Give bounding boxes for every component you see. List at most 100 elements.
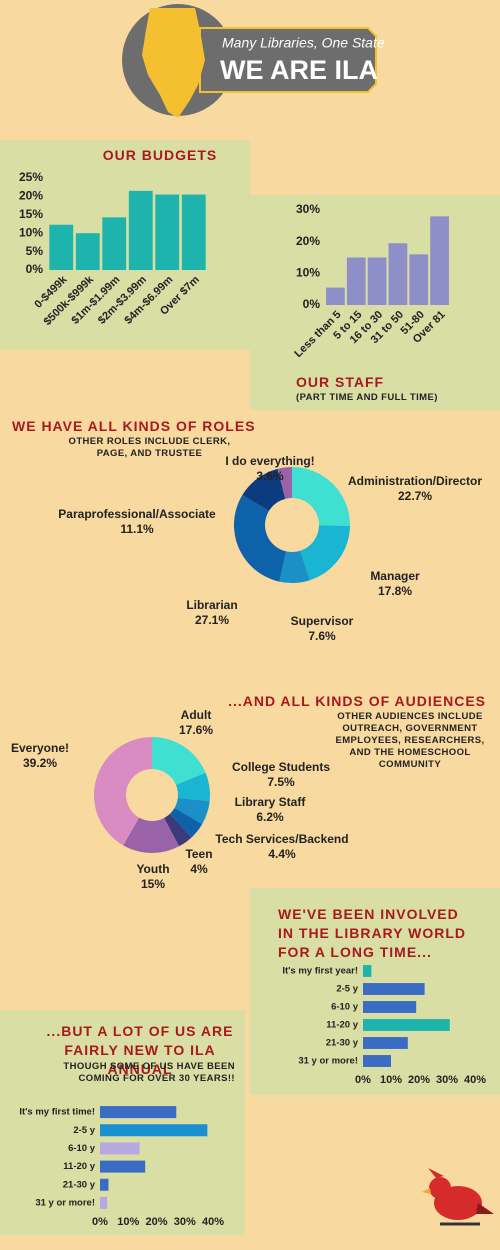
donut-slice <box>277 467 292 499</box>
donut-slice <box>242 468 286 512</box>
slice-label: Administration/Director <box>348 474 482 488</box>
bar <box>100 1106 177 1119</box>
donut-slice <box>152 737 206 786</box>
bar <box>363 1019 450 1031</box>
y-tick-label: 20% <box>296 234 320 248</box>
bar <box>128 190 153 270</box>
y-tick-label: 0% <box>26 262 44 276</box>
slice-value: 22.7% <box>398 489 432 503</box>
bar <box>100 1160 146 1173</box>
donut-slice <box>174 797 210 824</box>
y-tick-label: 31 y or more! <box>298 1056 358 1067</box>
bird-tail <box>476 1203 494 1214</box>
bar <box>363 1001 417 1013</box>
logo: Many Libraries, One State WE ARE ILA <box>122 4 385 118</box>
donut-slice <box>233 495 287 582</box>
bar <box>326 287 345 305</box>
bar <box>100 1178 109 1191</box>
bar <box>367 257 387 305</box>
donut-slice <box>169 808 203 838</box>
bar <box>388 243 408 305</box>
donut-slice <box>164 813 192 847</box>
chart-subtitle: THOUGH SOME OF US HAVE BEEN COMING FOR O… <box>63 1061 235 1084</box>
bar <box>363 1055 391 1067</box>
slice-label: Teen <box>185 847 212 861</box>
slice-label: Library Staff <box>235 795 307 809</box>
y-tick-label: It's my first year! <box>282 966 358 977</box>
bird-head <box>429 1177 451 1199</box>
slice-value: 11.1% <box>120 522 154 536</box>
y-tick-label: 10% <box>296 266 320 280</box>
logo-bar <box>199 27 377 93</box>
slice-label: Librarian <box>186 598 237 612</box>
slice-value: 7.5% <box>267 775 295 789</box>
y-tick-label: 30% <box>296 202 320 216</box>
y-tick-label: 6-10 y <box>331 1002 359 1013</box>
slice-value: 6.2% <box>256 810 284 824</box>
chart-title: OUR BUDGETS <box>102 147 218 163</box>
y-tick-label: 6-10 y <box>68 1143 96 1154</box>
chart-title: WE'VE BEEN INVOLVED IN THE LIBRARY WORLD… <box>278 906 466 960</box>
bar <box>100 1124 208 1137</box>
x-tick-label: 20% <box>145 1216 167 1228</box>
chart-title: WE HAVE ALL KINDS OF ROLES <box>12 418 256 434</box>
x-tick-label: 0% <box>92 1216 108 1228</box>
x-tick-label: 30% <box>436 1074 458 1086</box>
y-tick-label: 25% <box>19 170 43 184</box>
bar <box>363 1037 408 1049</box>
slice-label: Adult <box>181 708 212 722</box>
donut-slice <box>292 467 350 526</box>
bar <box>430 216 449 305</box>
y-tick-label: 5% <box>26 244 44 258</box>
x-tick-label: 10% <box>380 1074 402 1086</box>
bar <box>363 965 372 977</box>
slice-label: Supervisor <box>291 614 354 628</box>
y-tick-label: 20% <box>19 189 43 203</box>
annual-panel <box>0 1010 245 1235</box>
slice-value: 4% <box>190 862 208 876</box>
donut-slice <box>279 550 310 583</box>
logo-title: WE ARE ILA <box>220 55 378 85</box>
slice-label: Tech Services/Backend <box>215 832 348 846</box>
donut-slice <box>176 772 211 802</box>
slice-label: Paraprofessional/Associate <box>58 507 216 521</box>
bar <box>363 983 425 995</box>
y-tick-label: 11-20 y <box>326 1020 358 1031</box>
slice-label: Youth <box>136 862 169 876</box>
y-tick-label: 15% <box>19 207 43 221</box>
slice-label: I do everything! <box>225 454 314 468</box>
y-tick-label: 2-5 y <box>73 1125 95 1136</box>
y-tick-label: 21-30 y <box>326 1038 359 1049</box>
logo-tagline: Many Libraries, One State <box>222 35 385 51</box>
bar <box>75 233 100 270</box>
x-tick-label: 40% <box>202 1216 224 1228</box>
bird-beak <box>422 1188 431 1194</box>
y-tick-label: 11-20 y <box>63 1161 95 1172</box>
y-tick-label: 21-30 y <box>63 1179 96 1190</box>
bar <box>49 224 74 270</box>
x-tick-label: 0% <box>355 1074 371 1086</box>
y-tick-label: It's my first time! <box>19 1107 95 1118</box>
slice-label: Everyone! <box>11 741 69 755</box>
slice-value: 4.4% <box>268 847 296 861</box>
slice-value: 17.6% <box>179 723 213 737</box>
slice-value: 39.2% <box>23 756 57 770</box>
slice-value: 27.1% <box>195 613 229 627</box>
cardinal <box>422 1168 494 1226</box>
slice-value: 17.8% <box>378 584 412 598</box>
y-tick-label: 31 y or more! <box>35 1197 95 1208</box>
x-tick-label: 40% <box>464 1074 486 1086</box>
y-tick-label: 0% <box>303 297 321 311</box>
y-tick-label: 10% <box>19 225 43 239</box>
slice-label: Manager <box>370 569 420 583</box>
chart-subtitle: (PART TIME AND FULL TIME) <box>296 392 438 403</box>
chart-subtitle: OTHER ROLES INCLUDE CLERK, PAGE, AND TRU… <box>68 436 231 459</box>
bird-crest <box>428 1168 444 1178</box>
bar <box>102 217 127 270</box>
chart-title: ...BUT A LOT OF US ARE FAIRLY NEW TO ILA… <box>46 1023 234 1077</box>
donut-slice <box>123 817 180 853</box>
chart-title: ...AND ALL KINDS OF AUDIENCES <box>228 693 486 709</box>
bar <box>409 254 429 305</box>
